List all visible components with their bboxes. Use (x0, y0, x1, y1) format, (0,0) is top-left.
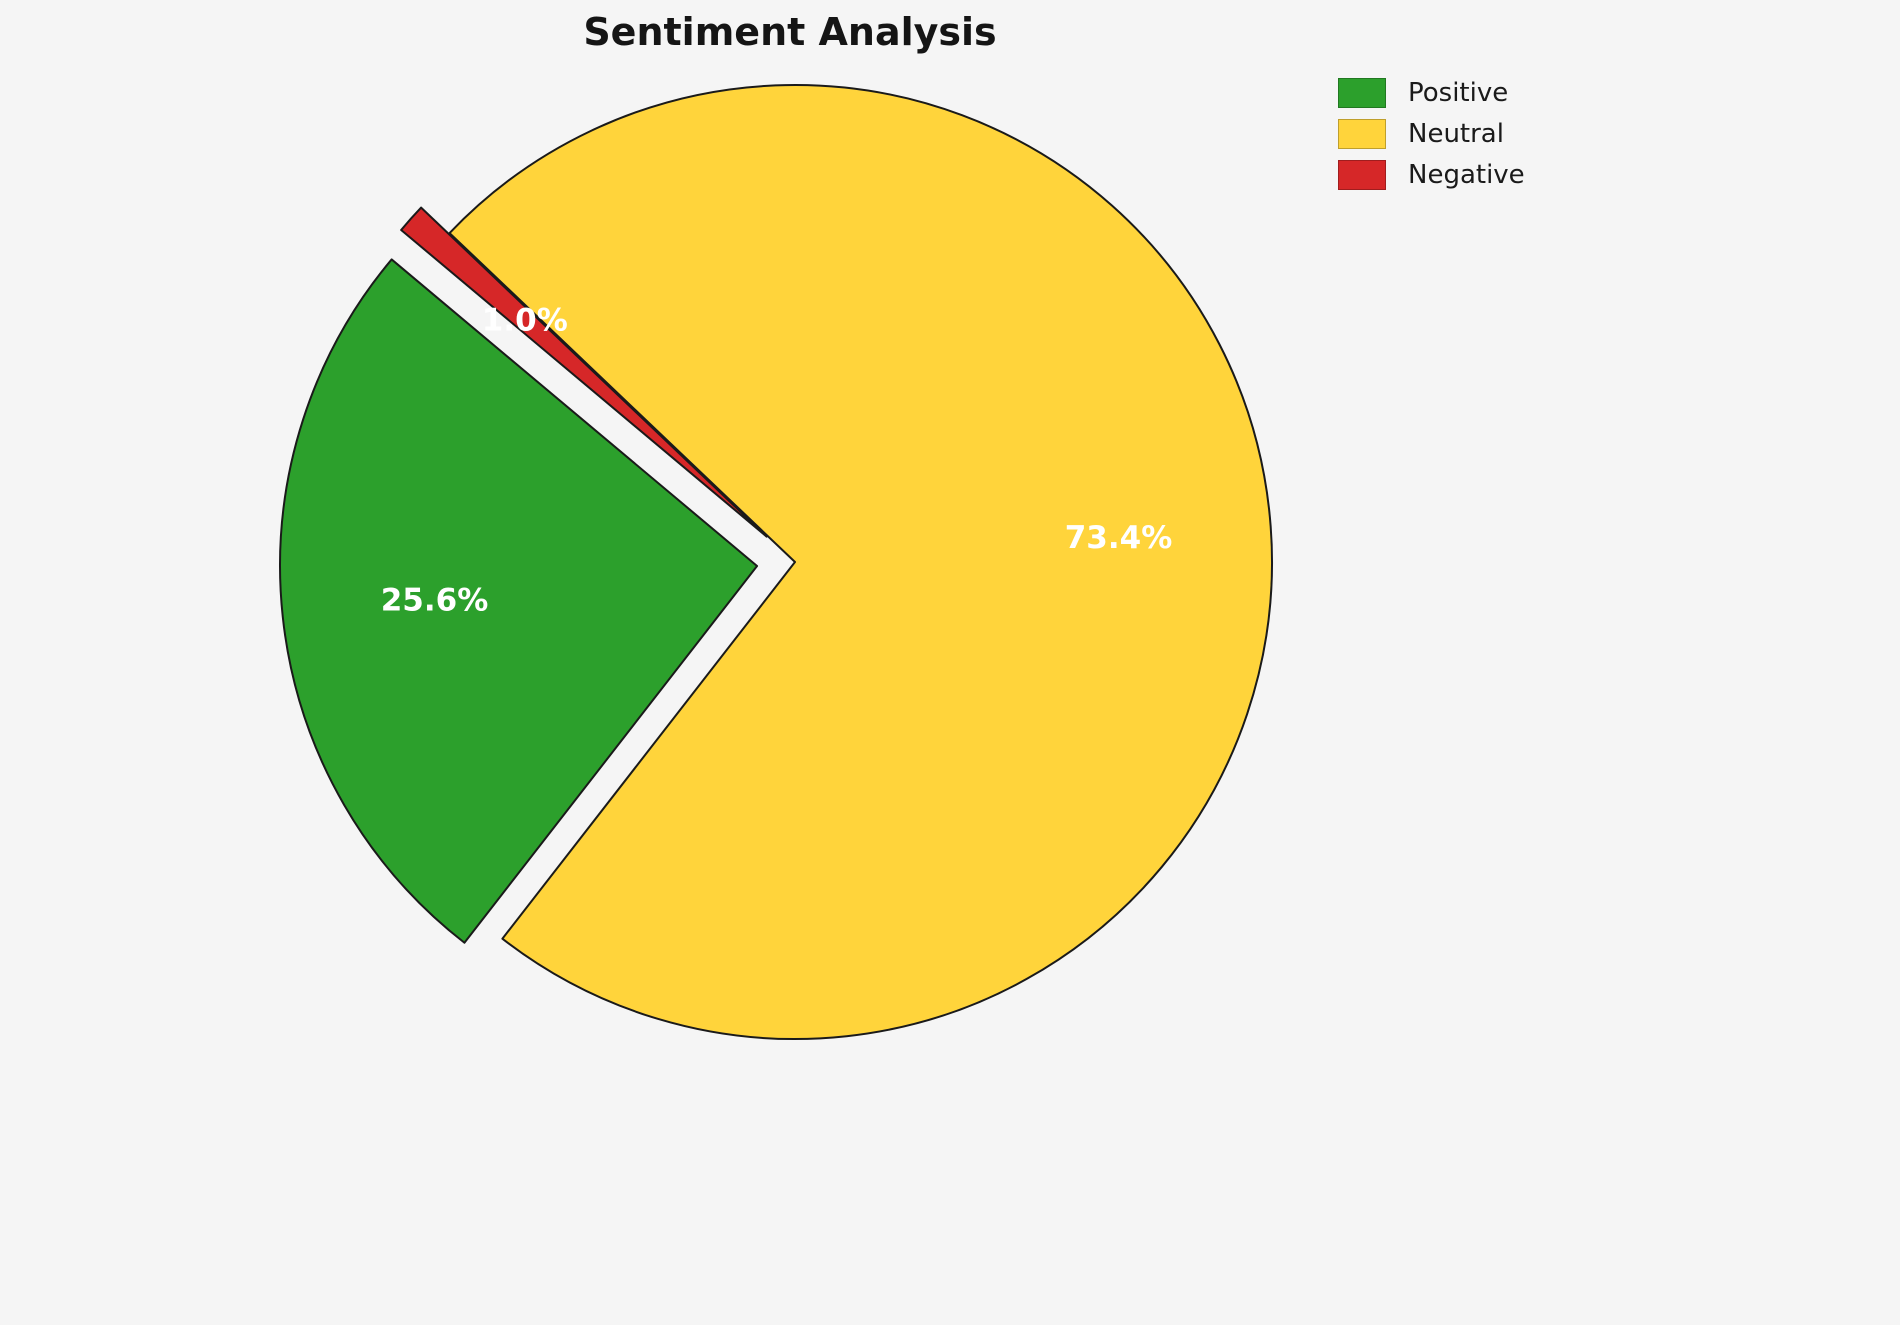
legend-label-neutral: Neutral (1408, 119, 1504, 149)
legend-item-neutral: Neutral (1338, 119, 1525, 149)
legend-swatch-negative (1338, 160, 1386, 190)
pie-wedges (279, 84, 1273, 1040)
pie-label-neutral: 73.4% (1065, 520, 1173, 556)
legend: Positive Neutral Negative (1338, 78, 1525, 190)
pie-slice-positive (279, 258, 759, 944)
legend-item-negative: Negative (1338, 160, 1525, 190)
pie-slice-negative (400, 206, 768, 538)
pie-slice-neutral (448, 84, 1273, 1040)
pie-label-negative: 1.0% (482, 302, 568, 338)
legend-label-negative: Negative (1408, 160, 1525, 190)
chart-title: Sentiment Analysis (583, 10, 997, 54)
legend-swatch-positive (1338, 78, 1386, 108)
legend-label-positive: Positive (1408, 78, 1509, 108)
legend-swatch-neutral (1338, 119, 1386, 149)
legend-item-positive: Positive (1338, 78, 1525, 108)
pie-percentage-labels: 25.6% 73.4% 1.0% (381, 302, 1173, 618)
pie-label-positive: 25.6% (381, 582, 489, 618)
